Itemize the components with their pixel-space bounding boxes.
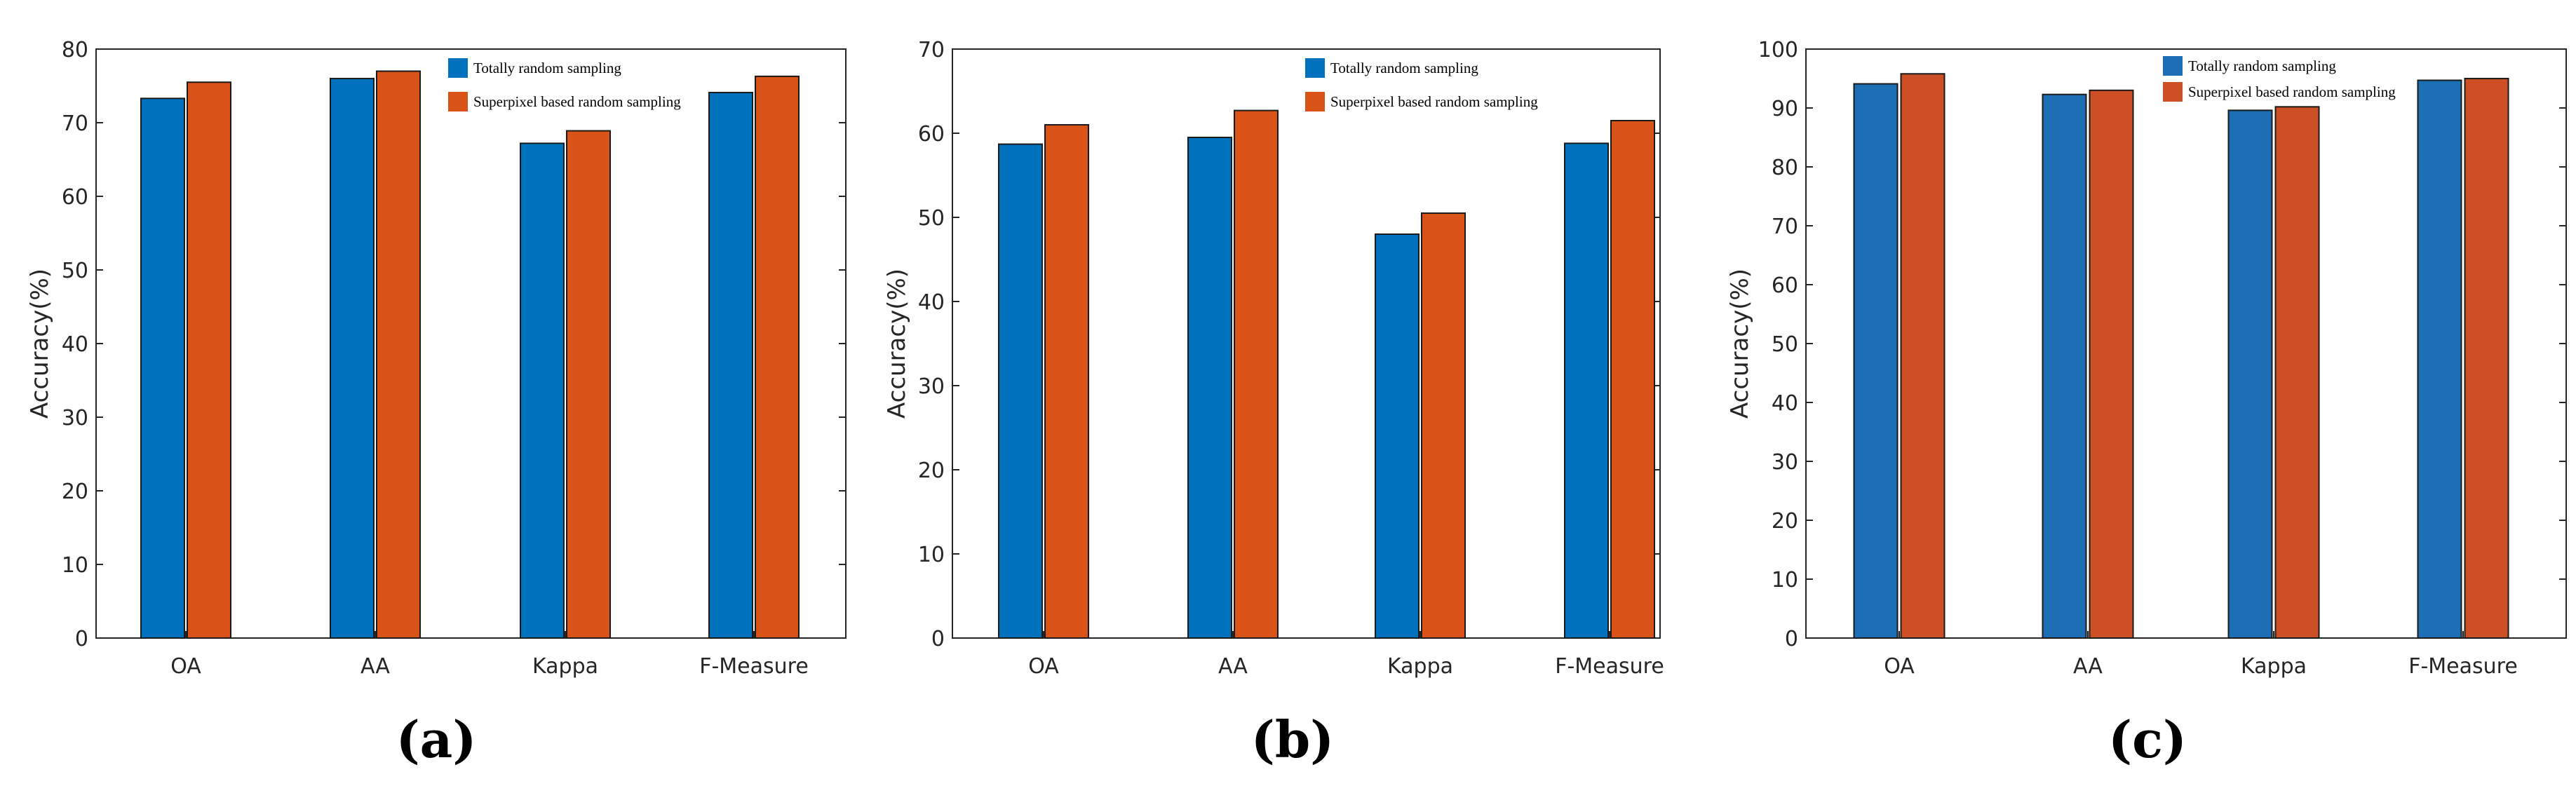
y-ticks: 0 10 20 30 40 50 60 70 xyxy=(918,38,1660,651)
y-tick-label: 80 xyxy=(62,38,88,62)
x-tick-label: Kappa xyxy=(1387,654,1453,679)
legend-swatch-series-2 xyxy=(2163,82,2183,102)
y-axis-label: Accuracy(%) xyxy=(1726,269,1754,419)
legend-entry-series-1: Totally random sampling xyxy=(1330,60,1478,76)
bar-superpixel-f-measure xyxy=(755,75,800,639)
bar-superpixel-oa xyxy=(1044,124,1089,639)
y-tick-label: 100 xyxy=(1758,38,1798,62)
legend-swatch-series-2 xyxy=(1305,92,1325,111)
y-tick-label: 20 xyxy=(1772,509,1798,534)
y-tick-label: 20 xyxy=(918,459,945,483)
bar-totally-random-oa xyxy=(140,97,185,639)
legend-swatch-series-1 xyxy=(448,58,468,78)
panel-label: (a) xyxy=(396,710,477,769)
bar-superpixel-f-measure xyxy=(1610,120,1655,639)
y-ticks: 0 10 20 30 40 50 60 70 80 xyxy=(62,38,846,651)
bar-totally-random-oa xyxy=(1853,83,1899,639)
legend-entry-series-1: Totally random sampling xyxy=(2188,57,2336,74)
legend: Totally random sampling Superpixel based… xyxy=(1305,58,1538,111)
bar-totally-random-aa xyxy=(330,78,375,639)
y-ticks: 0 10 20 30 40 50 60 70 80 90 100 xyxy=(1758,38,2566,651)
bar-superpixel-kappa xyxy=(2274,106,2320,639)
panel-label: (c) xyxy=(2108,710,2187,769)
bar-totally-random-f-measure xyxy=(708,91,753,639)
y-tick-label: 30 xyxy=(62,406,88,431)
bar-totally-random-f-measure xyxy=(1564,142,1609,639)
x-tick-label: Kappa xyxy=(532,654,598,679)
y-tick-label: 80 xyxy=(1772,156,1798,180)
bar-superpixel-kappa xyxy=(566,130,611,639)
x-tick-label: AA xyxy=(1218,654,1248,679)
x-tick-label: OA xyxy=(1884,654,1915,679)
legend-entry-series-2: Superpixel based random sampling xyxy=(2188,83,2396,100)
bar-superpixel-aa xyxy=(2089,89,2134,639)
y-tick-label: 40 xyxy=(62,332,88,357)
bar-superpixel-aa xyxy=(376,70,421,639)
x-tick-label: OA xyxy=(1028,654,1059,679)
bar-totally-random-aa xyxy=(2042,93,2087,639)
x-tick-label: AA xyxy=(2073,654,2103,679)
y-tick-label: 60 xyxy=(918,122,945,147)
y-tick-label: 60 xyxy=(62,185,88,210)
y-tick-label: 50 xyxy=(1772,332,1798,357)
y-tick-label: 40 xyxy=(918,290,945,315)
bars xyxy=(998,109,1655,639)
y-tick-label: 50 xyxy=(62,259,88,283)
legend: Totally random sampling Superpixel based… xyxy=(448,58,681,111)
x-tick-label: Kappa xyxy=(2241,654,2307,679)
bar-superpixel-oa xyxy=(187,81,231,639)
bar-superpixel-oa xyxy=(1900,73,1946,639)
y-tick-label: 70 xyxy=(918,38,945,62)
bars xyxy=(140,70,800,639)
y-tick-label: 10 xyxy=(62,553,88,578)
y-tick-label: 30 xyxy=(918,374,945,399)
legend-entry-series-2: Superpixel based random sampling xyxy=(1330,93,1538,110)
bar-superpixel-kappa xyxy=(1421,212,1466,639)
y-tick-label: 0 xyxy=(75,627,88,651)
panel-label: (b) xyxy=(1251,710,1334,769)
bar-superpixel-aa xyxy=(1234,109,1279,639)
bar-superpixel-f-measure xyxy=(2464,78,2509,639)
legend-swatch-series-2 xyxy=(448,92,468,111)
y-tick-label: 20 xyxy=(62,480,88,504)
legend-swatch-series-1 xyxy=(2163,56,2183,76)
y-tick-label: 0 xyxy=(1785,627,1798,651)
bar-totally-random-kappa xyxy=(520,142,565,639)
x-tick-label: OA xyxy=(170,654,201,679)
legend: Totally random sampling Superpixel based… xyxy=(2163,56,2396,102)
legend-entry-series-2: Superpixel based random sampling xyxy=(473,93,681,110)
y-tick-label: 30 xyxy=(1772,450,1798,475)
panel-b: 0 10 20 30 40 50 60 70 OA AA Kappa F-Measure Ac… xyxy=(883,38,1664,769)
y-tick-label: 60 xyxy=(1772,273,1798,298)
bar-totally-random-kappa xyxy=(1375,233,1420,639)
y-tick-label: 50 xyxy=(918,206,945,231)
bar-totally-random-f-measure xyxy=(2417,79,2462,639)
y-tick-label: 10 xyxy=(1772,568,1798,592)
y-axis-label: Accuracy(%) xyxy=(883,269,911,419)
y-axis-label: Accuracy(%) xyxy=(26,269,54,419)
bar-totally-random-aa xyxy=(1187,137,1232,639)
x-tick-label: F-Measure xyxy=(2408,654,2518,679)
x-tick-label: AA xyxy=(360,654,390,679)
panel-c: 0 10 20 30 40 50 60 70 80 90 100 OA AA Kappa F-Mea… xyxy=(1726,38,2567,769)
y-tick-label: 40 xyxy=(1772,391,1798,416)
x-tick-label: F-Measure xyxy=(699,654,809,679)
bars xyxy=(1853,73,2509,639)
x-tick-label: F-Measure xyxy=(1555,654,1664,679)
legend-swatch-series-1 xyxy=(1305,58,1325,78)
y-tick-label: 10 xyxy=(918,543,945,567)
y-tick-label: 70 xyxy=(62,111,88,136)
y-tick-label: 90 xyxy=(1772,97,1798,121)
bar-totally-random-kappa xyxy=(2227,109,2273,639)
legend-entry-series-1: Totally random sampling xyxy=(473,60,621,76)
bar-totally-random-oa xyxy=(998,143,1043,639)
y-tick-label: 70 xyxy=(1772,215,1798,239)
y-tick-label: 0 xyxy=(931,627,945,651)
